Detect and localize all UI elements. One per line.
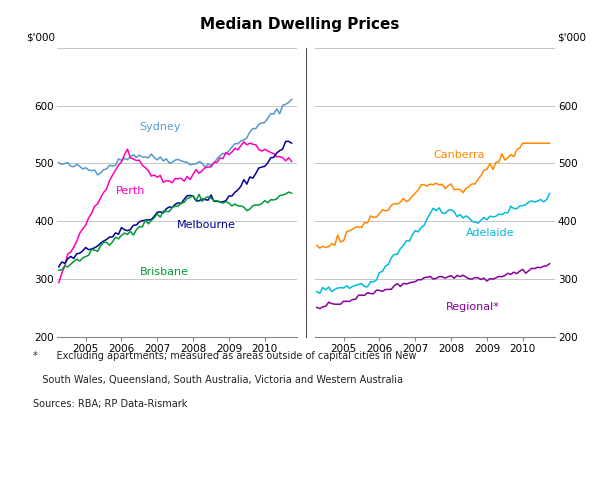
Text: Canberra: Canberra — [433, 150, 485, 160]
Text: Median Dwelling Prices: Median Dwelling Prices — [200, 17, 400, 32]
Text: Melbourne: Melbourne — [177, 220, 236, 230]
Text: Sources: RBA; RP Data-Rismark: Sources: RBA; RP Data-Rismark — [33, 399, 187, 409]
Text: Adelaide: Adelaide — [466, 228, 514, 238]
Text: *      Excluding apartments; measured as areas outside of capital cities in New: * Excluding apartments; measured as area… — [33, 351, 416, 361]
Text: Sydney: Sydney — [139, 122, 181, 132]
Text: $'000: $'000 — [26, 32, 55, 42]
Text: South Wales, Queensland, South Australia, Victoria and Western Australia: South Wales, Queensland, South Australia… — [33, 375, 403, 385]
Text: $'000: $'000 — [557, 32, 586, 42]
Text: Regional*: Regional* — [446, 302, 500, 312]
Text: Brisbane: Brisbane — [139, 267, 188, 277]
Text: Perth: Perth — [116, 185, 145, 196]
